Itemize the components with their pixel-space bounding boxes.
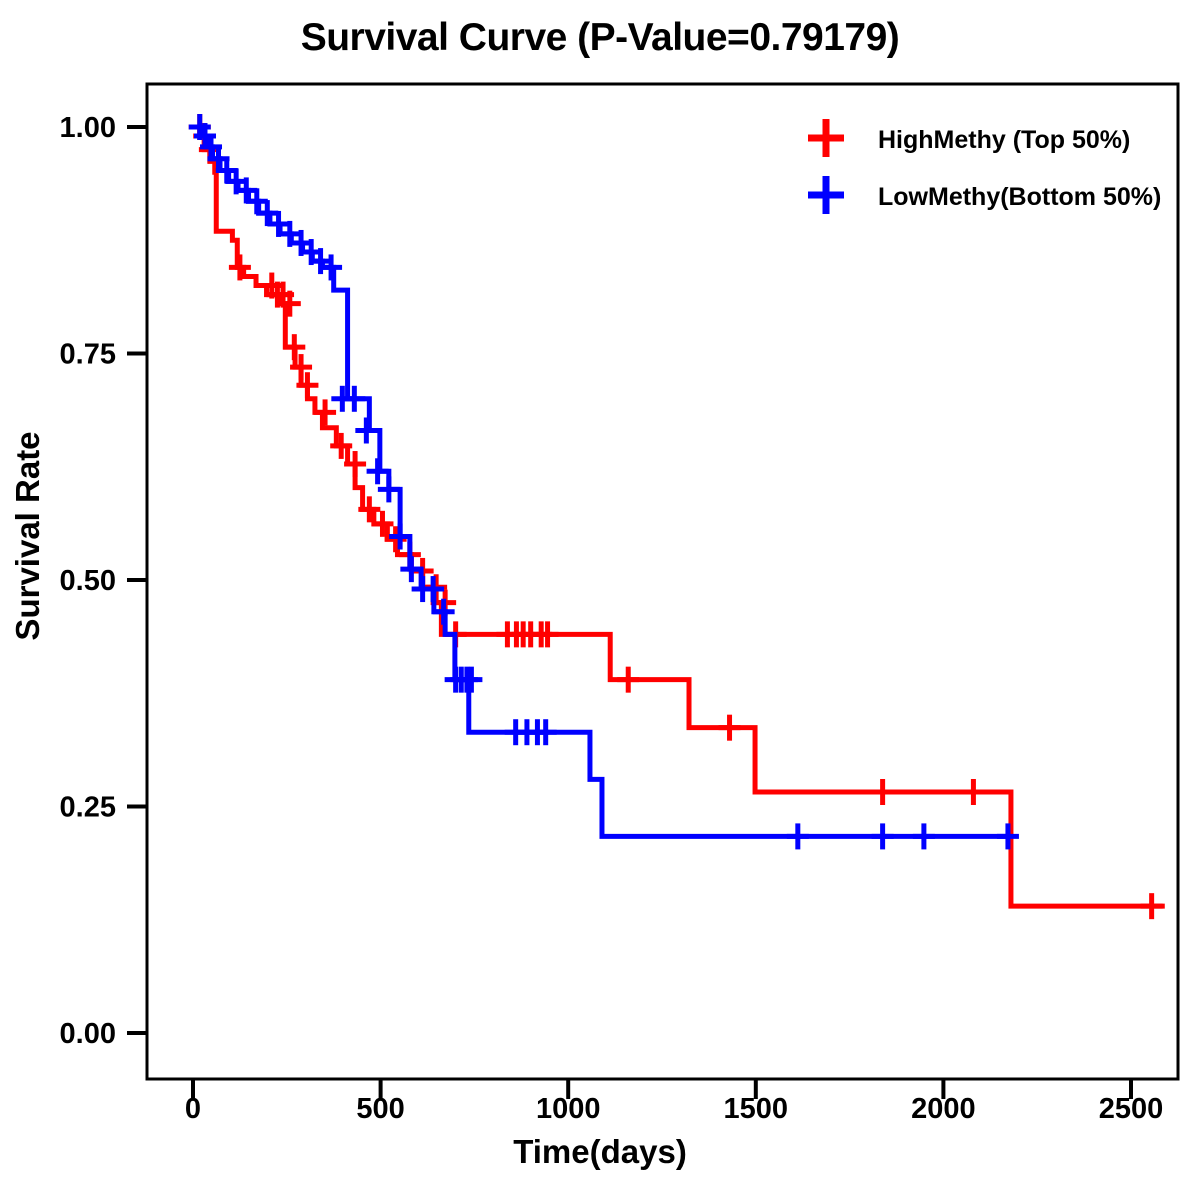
legend-item-high-methy[interactable]: HighMethy (Top 50%)	[808, 119, 1130, 157]
legend-label: HighMethy (Top 50%)	[878, 126, 1130, 154]
x-tick-label: 1000	[536, 1093, 601, 1125]
y-tick-label: 0.75	[60, 339, 116, 371]
y-axis-ticks: 0.00 0.25 0.50 0.75 1.00	[60, 112, 147, 1050]
censor-marks	[188, 114, 1019, 850]
x-tick-label: 500	[356, 1093, 404, 1125]
y-tick-label: 1.00	[60, 112, 116, 144]
survival-step-line	[193, 124, 1010, 839]
chart-legend: HighMethy (Top 50%) LowMethy(Bottom 50%)	[808, 119, 1161, 214]
series-low-methy	[188, 114, 1019, 850]
x-tick-label: 2000	[911, 1093, 976, 1125]
y-tick-label: 0.25	[60, 792, 116, 824]
x-axis-title: Time(days)	[513, 1133, 687, 1170]
x-tick-label: 1500	[724, 1093, 789, 1125]
survival-step-line	[193, 124, 1165, 909]
data-series-layer	[188, 114, 1165, 920]
y-tick-label: 0.00	[60, 1018, 116, 1050]
y-tick-label: 0.50	[60, 565, 116, 597]
legend-label: LowMethy(Bottom 50%)	[878, 183, 1161, 211]
censor-marks	[188, 114, 1163, 920]
x-axis-ticks: 0 500 1000 1500 2000 2500	[185, 1079, 1163, 1125]
series-high-methy	[188, 114, 1165, 920]
legend-item-low-methy[interactable]: LowMethy(Bottom 50%)	[808, 176, 1161, 214]
x-tick-label: 2500	[1099, 1093, 1164, 1125]
x-tick-label: 0	[185, 1093, 201, 1125]
page-title: Survival Curve (P-Value=0.79179)	[300, 16, 900, 59]
